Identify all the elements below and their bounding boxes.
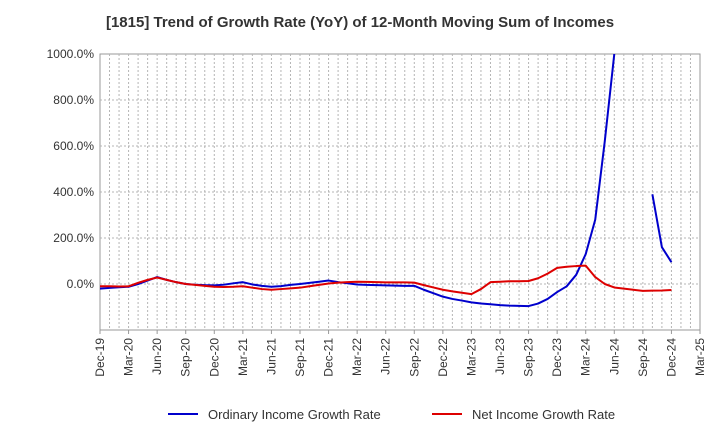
x-tick-label: Dec-19 bbox=[93, 338, 107, 377]
x-tick-label: Mar-22 bbox=[350, 338, 364, 376]
x-tick-label: Jun-23 bbox=[493, 338, 507, 375]
x-tick-label: Jun-22 bbox=[379, 338, 393, 375]
x-tick-label: Dec-20 bbox=[207, 338, 221, 377]
x-tick-label: Mar-25 bbox=[693, 338, 707, 376]
y-tick-label: 0.0% bbox=[67, 277, 95, 291]
x-tick-label: Jun-24 bbox=[607, 338, 621, 375]
x-tick-label: Jun-20 bbox=[150, 338, 164, 375]
x-tick-label: Sep-24 bbox=[636, 338, 650, 377]
legend-layer: Ordinary Income Growth Rate Net Income Gr… bbox=[168, 407, 615, 422]
chart-title: [1815] Trend of Growth Rate (YoY) of 12-… bbox=[105, 14, 615, 31]
x-tick-label: Dec-24 bbox=[664, 338, 678, 377]
series-line-1 bbox=[651, 194, 673, 263]
x-tick-label: Dec-22 bbox=[436, 338, 450, 377]
x-tick-label: Mar-24 bbox=[579, 338, 593, 376]
x-tick-label: Sep-23 bbox=[522, 338, 536, 377]
y-tick-label: 600.0% bbox=[53, 139, 94, 153]
x-tick-label: Dec-21 bbox=[322, 338, 336, 377]
y-tick-label: 400.0% bbox=[53, 185, 94, 199]
y-tick-label: 200.0% bbox=[53, 231, 94, 245]
x-tick-label: Dec-23 bbox=[550, 338, 564, 377]
x-tick-label: Mar-21 bbox=[236, 338, 250, 376]
x-tick-label: Sep-22 bbox=[407, 338, 421, 377]
x-tick-label: Sep-21 bbox=[293, 338, 307, 377]
x-tick-label: Mar-20 bbox=[122, 338, 136, 376]
legend-label-2: Net Income Growth Rate bbox=[472, 407, 615, 422]
x-tick-label: Jun-21 bbox=[264, 338, 278, 375]
x-tick-label: Mar-23 bbox=[464, 338, 478, 376]
legend-label-1: Ordinary Income Growth Rate bbox=[208, 407, 381, 422]
series-line-2 bbox=[100, 264, 672, 296]
y-tick-label: 800.0% bbox=[53, 93, 94, 107]
y-tick-label: 1000.0% bbox=[47, 47, 95, 61]
x-tick-label: Sep-20 bbox=[179, 338, 193, 377]
axis-layer: 0.0% 200.0% 400.0% 600.0% 800.0% 1000.0% Dec-1… bbox=[47, 47, 707, 377]
series-layer bbox=[100, 54, 673, 308]
